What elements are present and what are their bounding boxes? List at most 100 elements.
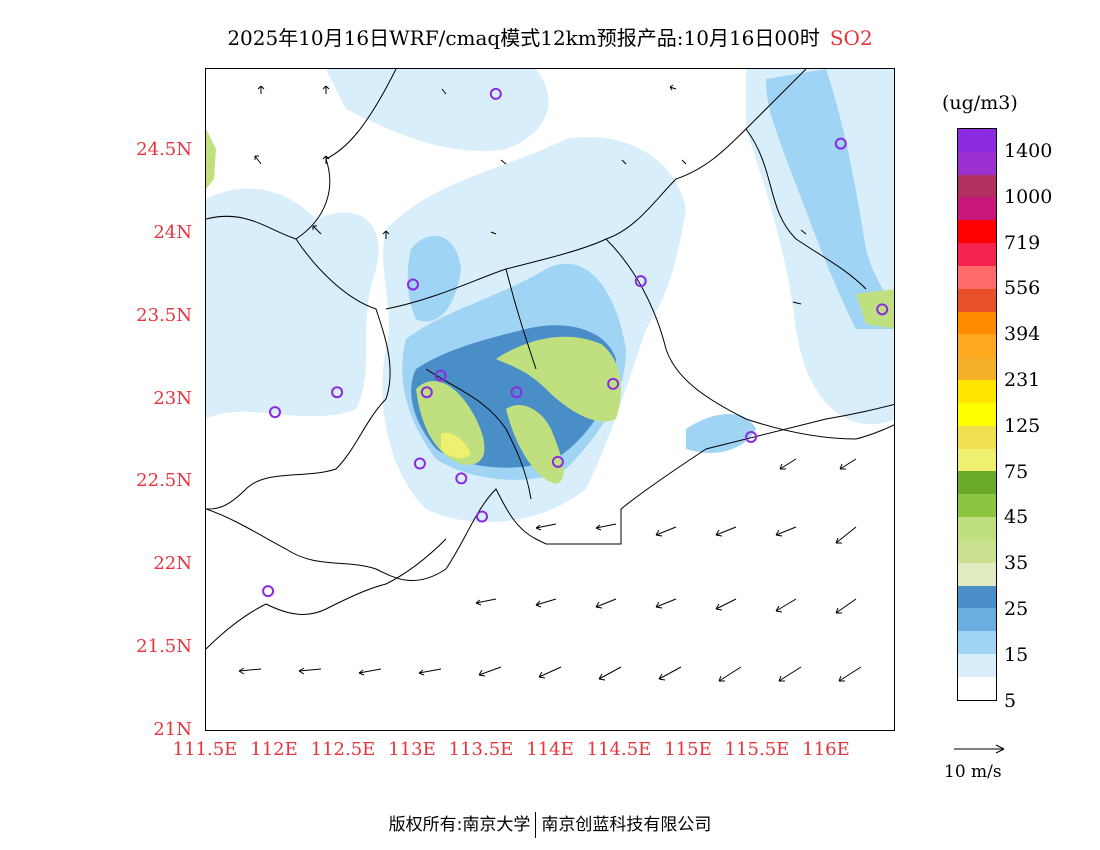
colorbar-swatch xyxy=(958,265,996,289)
longitude-label: 114E xyxy=(526,739,574,760)
latitude-label: 21N xyxy=(153,719,192,740)
longitude-label: 115.5E xyxy=(724,739,790,760)
colorbar-label: 1400 xyxy=(1004,140,1053,162)
colorbar-swatch xyxy=(958,174,996,198)
station-marker xyxy=(455,472,468,485)
colorbar-swatch xyxy=(958,380,996,403)
wind-arrow xyxy=(441,88,447,95)
station-marker xyxy=(489,87,502,100)
shade-yellow-nw xyxy=(206,129,216,189)
wind-arrow xyxy=(500,159,507,165)
colorbar-swatch xyxy=(958,402,996,426)
latitude-label: 22N xyxy=(153,553,192,575)
latitude-label: 23.5N xyxy=(136,304,192,326)
wind-arrow xyxy=(669,84,677,91)
colorbar-swatch xyxy=(958,585,996,609)
colorbar-swatch xyxy=(958,220,996,244)
colorbar-swatch xyxy=(958,676,996,700)
concentration-shading xyxy=(206,69,894,523)
colorbar-swatch xyxy=(958,288,996,312)
wind-arrow xyxy=(312,225,322,235)
station-marker xyxy=(607,377,620,390)
coastline xyxy=(206,403,894,582)
shade-yellow-core xyxy=(441,432,471,459)
wind-arrow xyxy=(322,85,330,94)
longitude-label: 112E xyxy=(250,739,298,760)
wind-arrow xyxy=(792,301,802,305)
colorbar-swatch xyxy=(958,129,996,152)
boundary-line xyxy=(605,238,894,440)
wind-arrow xyxy=(475,598,497,606)
wind-arrow xyxy=(800,229,807,235)
longitude-label: 115E xyxy=(664,739,712,760)
station-marker xyxy=(420,386,433,399)
wind-reference-label: 10 m/s xyxy=(944,762,1002,782)
colorbar-swatch xyxy=(958,197,996,221)
wind-arrow xyxy=(595,598,617,609)
latitude-label: 24.5N xyxy=(136,138,192,160)
boundary-line xyxy=(206,238,391,510)
shade-green-south xyxy=(506,405,564,484)
station-marker xyxy=(876,303,889,316)
boundary-lines xyxy=(206,69,894,650)
wind-arrow xyxy=(358,668,382,676)
colorbar-swatch xyxy=(958,334,996,358)
shade-north-light xyxy=(326,69,549,151)
wind-arrow xyxy=(835,598,857,614)
wind-arrow xyxy=(257,85,265,94)
wind-arrow xyxy=(490,231,497,235)
wind-arrow xyxy=(598,666,622,681)
wind-arrow xyxy=(778,666,802,682)
latitude-label: 23N xyxy=(153,387,192,409)
river-line xyxy=(425,368,532,500)
wind-arrow xyxy=(382,230,390,239)
footer-left: 版权所有:南京大学 xyxy=(388,815,531,835)
shade-east-edge xyxy=(856,289,894,329)
colorbar-swatch xyxy=(958,517,996,540)
wind-arrow xyxy=(835,526,857,544)
wind-arrow xyxy=(715,598,737,611)
latitude-label: 21.5N xyxy=(136,636,192,658)
wind-arrow xyxy=(718,666,742,682)
colorbar-label: 719 xyxy=(1004,231,1041,254)
station-marker xyxy=(413,457,426,470)
colorbar-swatch xyxy=(958,311,996,335)
wind-arrow xyxy=(254,155,262,165)
station-marker xyxy=(331,386,344,399)
colorbar-label: 394 xyxy=(1004,323,1041,346)
shade-green-west xyxy=(416,380,485,465)
wind-arrow xyxy=(238,667,262,675)
colorbar-label: 231 xyxy=(1004,369,1041,391)
coastline xyxy=(206,538,447,650)
station-marker xyxy=(834,137,847,150)
colorbar-label: 25 xyxy=(1004,598,1029,620)
station-marker xyxy=(434,369,447,382)
station-marker xyxy=(476,510,488,523)
longitude-label: 111.5E xyxy=(172,739,238,760)
colorbar-swatch xyxy=(958,654,996,677)
colorbar-unit: (ug/m3) xyxy=(942,92,1018,114)
colorbar-swatch xyxy=(958,562,996,586)
wind-arrow xyxy=(535,598,557,608)
colorbar-swatch xyxy=(958,425,996,449)
shade-west-light xyxy=(206,188,379,419)
colorbar-label: 1000 xyxy=(1004,185,1053,208)
wind-arrow xyxy=(839,458,857,470)
wind-arrow xyxy=(655,598,677,609)
longitude-label: 114.5E xyxy=(586,739,652,760)
station-marker xyxy=(634,275,647,288)
colorbar-swatch xyxy=(958,608,996,632)
wind-vectors xyxy=(238,84,862,682)
wind-arrow xyxy=(322,155,330,164)
footer-separator xyxy=(535,812,537,838)
wind-arrow xyxy=(775,526,797,537)
pollutant-label: SO2 xyxy=(829,26,873,50)
wind-arrow xyxy=(775,598,797,613)
colorbar-swatch xyxy=(958,494,996,518)
wind-arrow xyxy=(655,526,677,537)
station-marker xyxy=(510,386,523,399)
colorbar-swatch xyxy=(958,539,996,563)
wind-arrow xyxy=(535,523,557,531)
longitude-label: 116E xyxy=(802,739,850,760)
